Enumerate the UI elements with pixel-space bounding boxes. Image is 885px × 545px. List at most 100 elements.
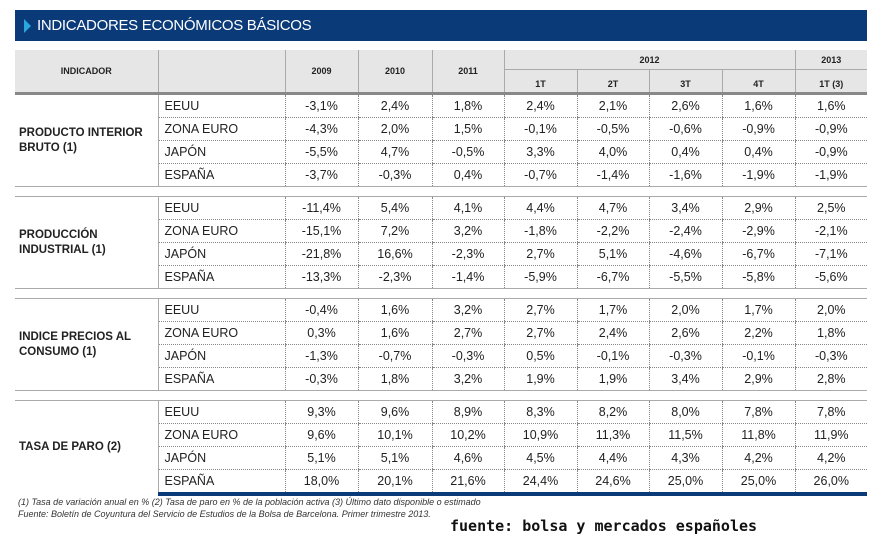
country-cell: EEUU [157,93,285,118]
value-cell: -0,5% [576,117,649,141]
group-separator [15,390,868,401]
value-cell: 2,7% [503,298,577,322]
header-year: 2009 [284,50,358,95]
country-cell: ESPAÑA [157,367,285,391]
value-cell: -0,7% [503,163,577,187]
value-cell: 25,0% [648,469,722,496]
country-cell: ZONA EURO [157,219,285,243]
value-cell: 2,0% [794,298,868,322]
table-row: ZONA EURO -15,1% 7,2% 3,2% -1,8% -2,2% -2,4% -2… [15,219,868,243]
value-cell: 24,4% [503,469,577,496]
indicator-name: INDICE PRECIOS AL CONSUMO (1) [19,330,131,358]
value-cell: 4,2% [794,446,868,470]
table-row: PRODUCCIÓN INDUSTRIAL (1) EEUU -11,4% 5,4% 4… [15,196,868,256]
table-row: ESPAÑA 18,0% 20,1% 21,6% 24,4% 24,6% 25,0% 25,0… [15,469,868,496]
country-cell: JAPÓN [157,446,285,470]
value-cell: 7,8% [721,400,796,424]
value-cell: 1,8% [357,367,432,391]
value-cell: 9,6% [284,423,358,447]
value-cell: 2,1% [576,93,649,118]
value-cell: 4,5% [503,446,577,470]
value-cell: -5,8% [721,265,796,289]
source-caption: fuente: bolsa y mercados españoles [450,517,758,535]
value-cell: -15,1% [284,219,358,243]
header-2012: 2012 [503,50,796,70]
value-cell: 7,8% [794,400,868,424]
footnote: Fuente: Boletín de Coyuntura del Servici… [18,509,431,519]
value-cell: -2,4% [648,219,722,243]
value-cell: 4,1% [431,196,504,220]
value-cell: -0,3% [357,163,432,187]
value-cell: 5,4% [357,196,432,220]
value-cell: 1,9% [576,367,649,391]
value-cell: -1,4% [576,163,649,187]
value-cell: -21,8% [284,242,358,266]
value-cell: 1,6% [721,93,796,118]
value-cell: -0,3% [794,344,868,368]
value-cell: 0,4% [431,163,504,187]
value-cell: 10,9% [503,423,577,447]
value-cell: 2,6% [648,93,722,118]
value-cell: 0,3% [284,321,358,345]
value-cell: -0,5% [431,140,504,164]
value-cell: 0,4% [648,140,722,164]
country-cell: ZONA EURO [157,423,285,447]
header-year: 2011 [431,50,504,95]
value-cell: 1,6% [794,93,868,118]
value-cell: -5,6% [794,265,868,289]
value-cell: 4,4% [503,196,577,220]
value-cell: 24,6% [576,469,649,496]
country-cell: JAPÓN [157,344,285,368]
indicator-name: TASA DE PARO (2) [19,441,122,453]
value-cell: 4,2% [721,446,796,470]
value-cell: 3,4% [648,196,722,220]
value-cell: -13,3% [284,265,358,289]
value-cell: -5,5% [284,140,358,164]
value-cell: -0,9% [794,117,868,141]
value-cell: 2,8% [794,367,868,391]
value-cell: 9,6% [357,400,432,424]
value-cell: -1,4% [431,265,504,289]
value-cell: -0,1% [576,344,649,368]
value-cell: 2,5% [794,196,868,220]
value-cell: 2,9% [721,196,796,220]
value-cell: 7,2% [357,219,432,243]
value-cell: -7,1% [794,242,868,266]
value-cell: 8,3% [503,400,577,424]
value-cell: -11,4% [284,196,358,220]
country-cell: ESPAÑA [157,265,285,289]
country-cell: ZONA EURO [157,321,285,345]
table-row: ZONA EURO 9,6% 10,1% 10,2% 10,9% 11,3% 11,5% 11… [15,423,868,447]
group-separator [15,288,868,299]
value-cell: -0,3% [431,344,504,368]
value-cell: 3,2% [431,219,504,243]
value-cell: 11,3% [576,423,649,447]
value-cell: -0,9% [721,117,796,141]
country-cell: ESPAÑA [157,163,285,187]
header-quarter: 2T [576,69,649,95]
value-cell: 4,7% [576,196,649,220]
value-cell: 21,6% [431,469,504,496]
value-cell: -1,3% [284,344,358,368]
page-title: INDICADORES ECONÓMICOS BÁSICOS [37,17,312,34]
value-cell: -1,9% [794,163,868,187]
value-cell: 11,5% [648,423,722,447]
table-row: JAPÓN -1,3% -0,7% -0,3% 0,5% -0,1% -0,3% -0,1% -… [15,344,868,368]
footnote: (1) Tasa de variación anual en % (2) Tas… [18,497,481,507]
country-cell: JAPÓN [157,140,285,164]
value-cell: 9,3% [284,400,358,424]
value-cell: 1,7% [576,298,649,322]
country-cell: ZONA EURO [157,117,285,141]
value-cell: 16,6% [357,242,432,266]
value-cell: -5,9% [503,265,577,289]
value-cell: -2,1% [794,219,868,243]
value-cell: 1,9% [503,367,577,391]
value-cell: 18,0% [284,469,358,496]
table-row: JAPÓN -21,8% 16,6% -2,3% 2,7% 5,1% -4,6% -6,7% -… [15,242,868,266]
value-cell: -2,3% [357,265,432,289]
header-quarter: 1T [503,69,577,95]
indicator-name: PRODUCTO INTERIOR BRUTO (1) [19,126,143,154]
value-cell: 2,4% [503,93,577,118]
value-cell: 10,2% [431,423,504,447]
value-cell: 1,8% [794,321,868,345]
